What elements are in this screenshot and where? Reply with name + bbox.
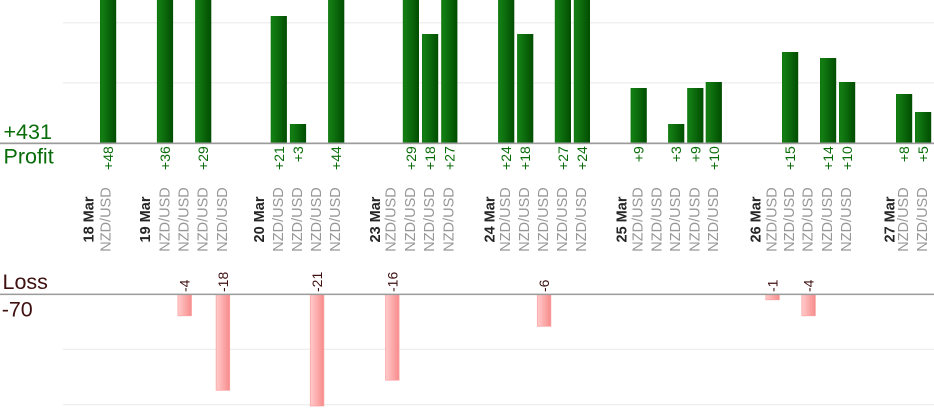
svg-text:+18: +18 bbox=[517, 146, 533, 170]
svg-text:24 Mar: 24 Mar bbox=[483, 196, 499, 242]
svg-text:NZD/USD: NZD/USD bbox=[820, 187, 836, 251]
svg-text:-21: -21 bbox=[309, 272, 325, 292]
svg-text:+8: +8 bbox=[896, 146, 912, 162]
svg-text:NZD/USD: NZD/USD bbox=[668, 187, 684, 251]
svg-text:-4: -4 bbox=[177, 279, 193, 292]
svg-text:+3: +3 bbox=[668, 146, 684, 162]
svg-text:23 Mar: 23 Mar bbox=[368, 196, 384, 242]
svg-text:+10: +10 bbox=[706, 146, 722, 170]
svg-text:NZD/USD: NZD/USD bbox=[650, 187, 666, 251]
svg-text:-70: -70 bbox=[2, 298, 33, 322]
svg-text:NZD/USD: NZD/USD bbox=[158, 187, 174, 251]
svg-text:+36: +36 bbox=[157, 146, 173, 170]
svg-text:+21: +21 bbox=[271, 146, 287, 170]
svg-text:NZD/USD: NZD/USD bbox=[384, 187, 400, 251]
svg-text:NZD/USD: NZD/USD bbox=[309, 187, 325, 251]
svg-text:NZD/USD: NZD/USD bbox=[99, 187, 115, 251]
svg-text:+29: +29 bbox=[195, 146, 211, 170]
svg-text:NZD/USD: NZD/USD bbox=[271, 187, 287, 251]
svg-text:+431: +431 bbox=[4, 120, 52, 144]
svg-text:20 Mar: 20 Mar bbox=[252, 196, 268, 242]
svg-text:+44: +44 bbox=[328, 146, 344, 170]
svg-text:NZD/USD: NZD/USD bbox=[801, 187, 817, 251]
svg-text:NZD/USD: NZD/USD bbox=[422, 187, 438, 251]
svg-text:-1: -1 bbox=[765, 279, 781, 292]
svg-text:NZD/USD: NZD/USD bbox=[215, 187, 231, 251]
svg-text:+3: +3 bbox=[290, 146, 306, 162]
svg-text:NZD/USD: NZD/USD bbox=[555, 187, 571, 251]
svg-text:NZD/USD: NZD/USD bbox=[290, 187, 306, 251]
svg-text:NZD/USD: NZD/USD bbox=[896, 187, 912, 251]
svg-text:NZD/USD: NZD/USD bbox=[441, 187, 457, 251]
svg-text:+14: +14 bbox=[820, 146, 836, 170]
svg-text:+24: +24 bbox=[498, 146, 514, 170]
svg-text:-16: -16 bbox=[384, 272, 400, 292]
svg-text:+9: +9 bbox=[631, 146, 647, 162]
svg-text:NZD/USD: NZD/USD bbox=[574, 187, 590, 251]
svg-text:NZD/USD: NZD/USD bbox=[517, 187, 533, 251]
svg-text:-18: -18 bbox=[215, 272, 231, 292]
svg-text:NZD/USD: NZD/USD bbox=[403, 187, 419, 251]
svg-text:NZD/USD: NZD/USD bbox=[839, 187, 855, 251]
svg-text:19 Mar: 19 Mar bbox=[138, 196, 154, 242]
svg-text:+27: +27 bbox=[441, 146, 457, 170]
svg-text:+5: +5 bbox=[915, 146, 931, 162]
svg-text:-4: -4 bbox=[801, 279, 817, 292]
svg-text:26 Mar: 26 Mar bbox=[748, 196, 764, 242]
svg-text:+15: +15 bbox=[782, 146, 798, 170]
svg-text:NZD/USD: NZD/USD bbox=[631, 187, 647, 251]
svg-text:NZD/USD: NZD/USD bbox=[196, 187, 212, 251]
svg-text:-6: -6 bbox=[536, 279, 552, 292]
svg-text:27 Mar: 27 Mar bbox=[883, 196, 899, 242]
svg-text:NZD/USD: NZD/USD bbox=[498, 187, 514, 251]
svg-text:NZD/USD: NZD/USD bbox=[176, 187, 192, 251]
svg-text:NZD/USD: NZD/USD bbox=[765, 187, 781, 251]
svg-text:18 Mar: 18 Mar bbox=[81, 196, 97, 242]
svg-text:+9: +9 bbox=[687, 146, 703, 162]
svg-text:+10: +10 bbox=[839, 146, 855, 170]
svg-text:NZD/USD: NZD/USD bbox=[687, 187, 703, 251]
svg-text:NZD/USD: NZD/USD bbox=[328, 187, 344, 251]
svg-text:25 Mar: 25 Mar bbox=[614, 196, 630, 242]
svg-text:NZD/USD: NZD/USD bbox=[782, 187, 798, 251]
svg-text:+27: +27 bbox=[555, 146, 571, 170]
svg-text:NZD/USD: NZD/USD bbox=[915, 187, 931, 251]
svg-text:+48: +48 bbox=[100, 146, 116, 170]
svg-text:Loss: Loss bbox=[3, 270, 48, 294]
svg-text:+18: +18 bbox=[422, 146, 438, 170]
svg-text:Profit: Profit bbox=[4, 144, 54, 168]
svg-text:NZD/USD: NZD/USD bbox=[536, 187, 552, 251]
svg-text:+29: +29 bbox=[403, 146, 419, 170]
svg-text:+24: +24 bbox=[574, 146, 590, 170]
svg-text:NZD/USD: NZD/USD bbox=[706, 187, 722, 251]
